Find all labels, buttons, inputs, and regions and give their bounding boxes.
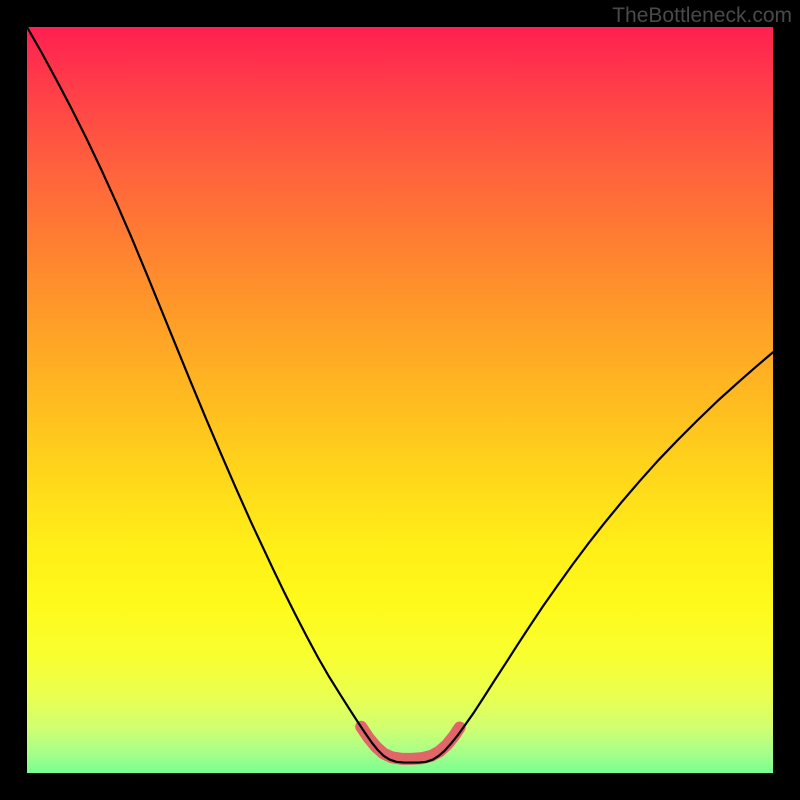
chart-background xyxy=(0,0,800,800)
chart-svg xyxy=(0,0,800,800)
bottleneck-chart: TheBottleneck.com xyxy=(0,0,800,800)
watermark-text: TheBottleneck.com xyxy=(612,4,792,28)
